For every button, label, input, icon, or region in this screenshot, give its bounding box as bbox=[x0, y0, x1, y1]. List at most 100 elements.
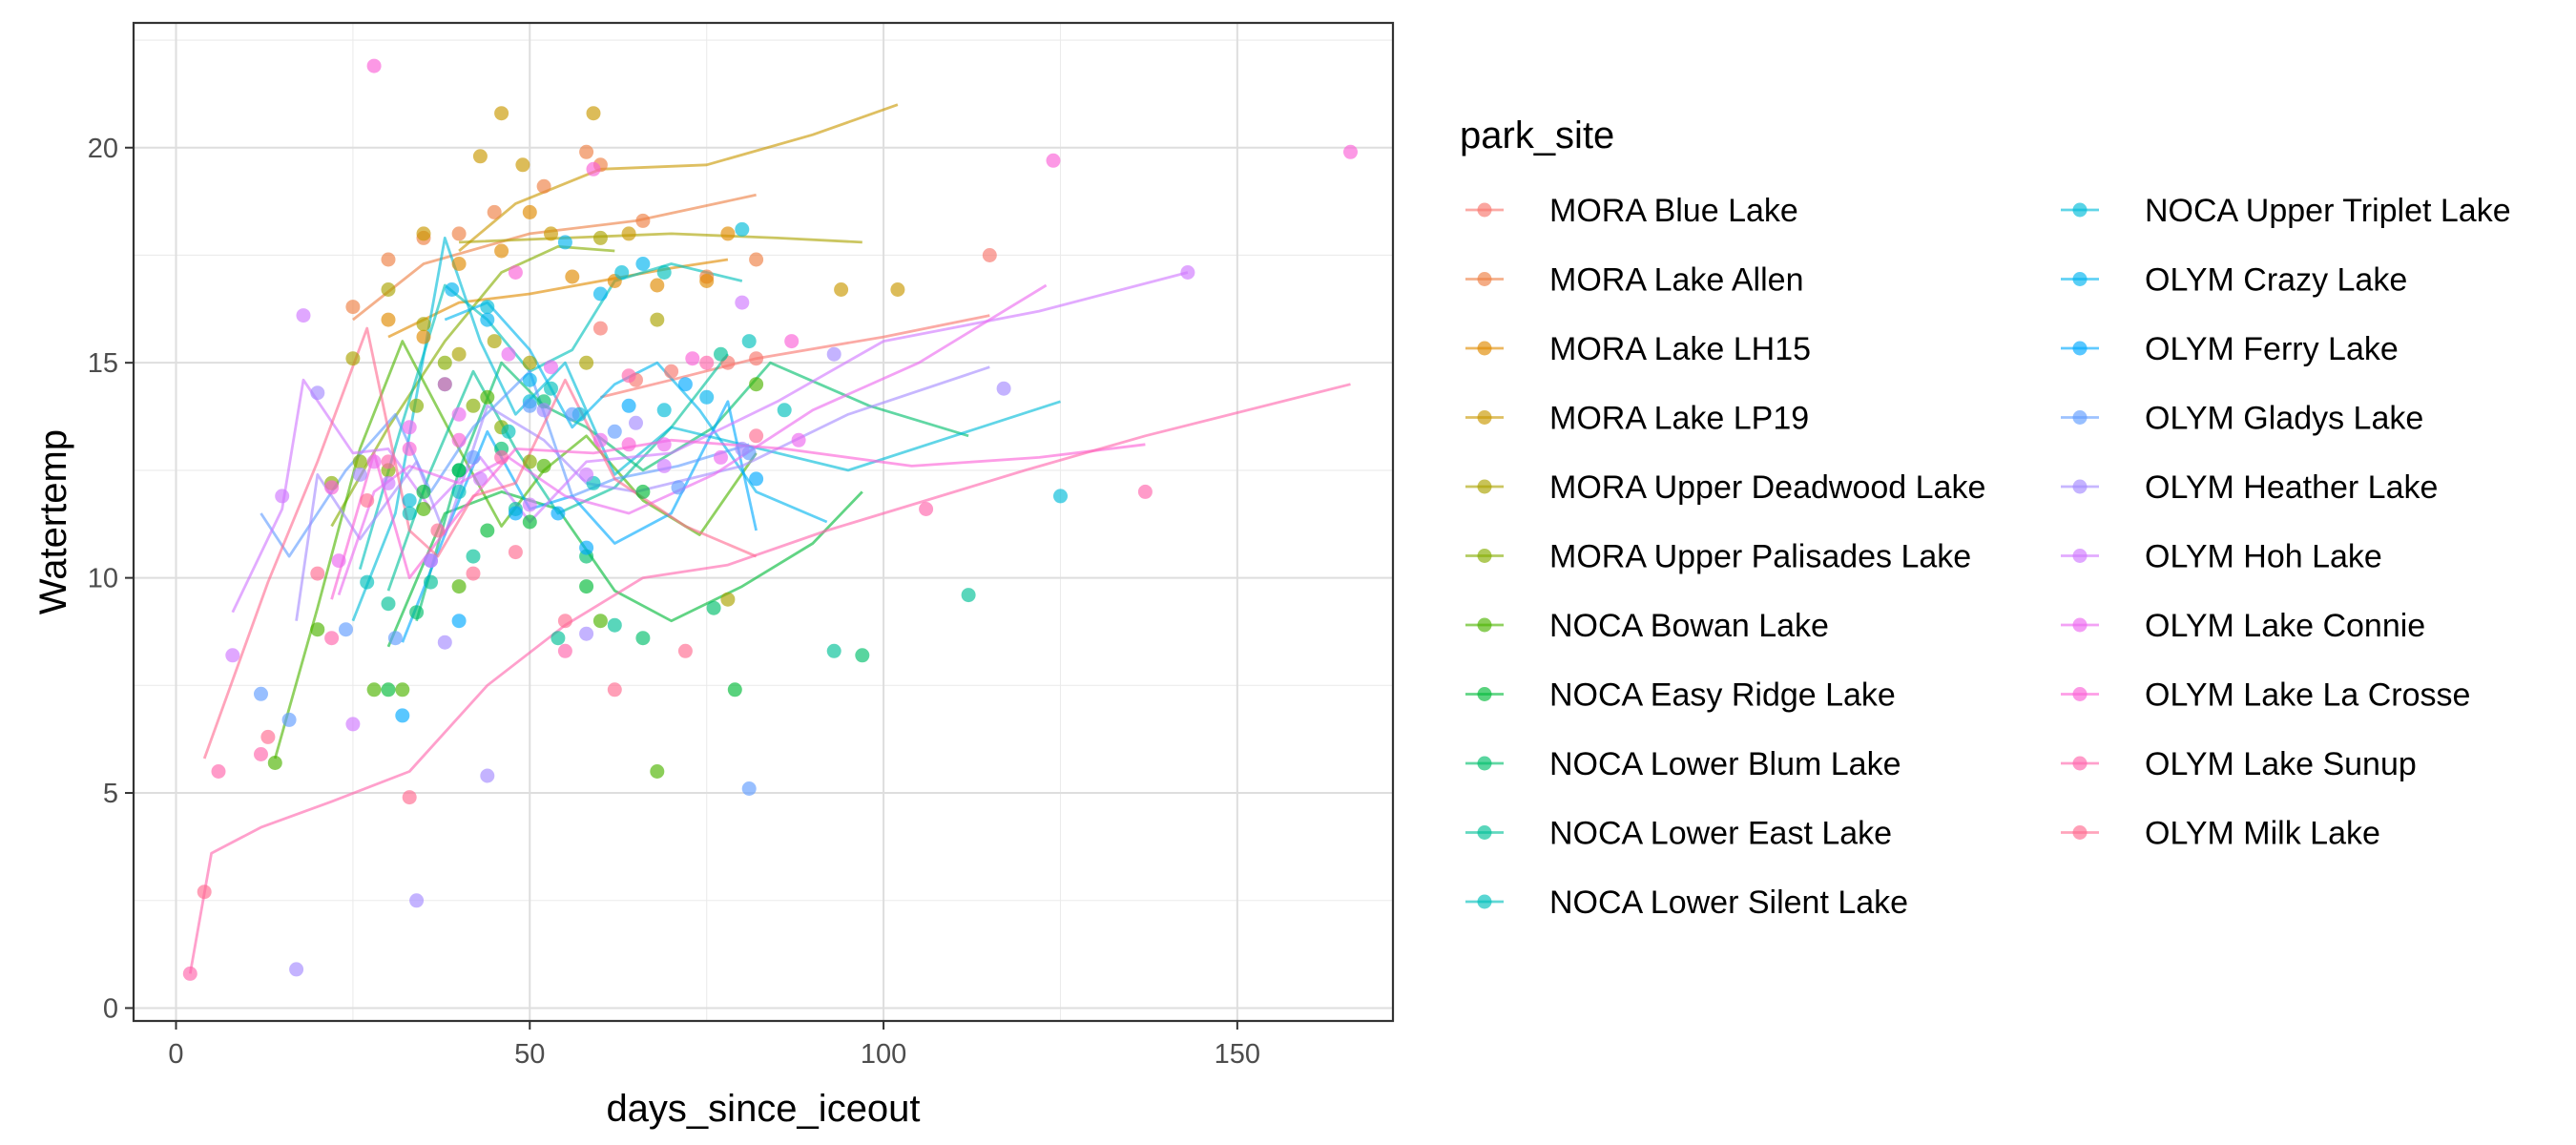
data-point bbox=[557, 235, 572, 250]
legend-label: MORA Blue Lake bbox=[1549, 193, 1798, 229]
data-point bbox=[360, 493, 375, 508]
legend-item: OLYM Milk Lake bbox=[2061, 816, 2380, 852]
data-point bbox=[961, 588, 976, 603]
legend-item: MORA Lake Allen bbox=[1465, 262, 1803, 299]
data-point bbox=[749, 252, 764, 267]
data-point bbox=[480, 300, 495, 315]
legend-key-point bbox=[2072, 272, 2088, 286]
x-axis-title: days_since_iceout bbox=[606, 1088, 920, 1130]
data-point bbox=[381, 312, 396, 327]
x-tick-label: 50 bbox=[514, 1039, 545, 1070]
data-point bbox=[416, 502, 431, 516]
legend-key-point bbox=[1477, 825, 1492, 840]
data-point bbox=[451, 614, 467, 629]
data-point bbox=[508, 545, 523, 560]
legend-items: MORA Blue Lake MORA Lake Allen MORA Lake L… bbox=[1465, 193, 2511, 921]
data-point bbox=[345, 717, 361, 732]
data-point bbox=[310, 385, 325, 401]
data-point bbox=[522, 372, 537, 387]
data-point bbox=[1180, 265, 1195, 280]
data-point bbox=[664, 364, 679, 379]
legend-item: OLYM Heather Lake bbox=[2061, 469, 2438, 506]
data-point bbox=[855, 648, 870, 663]
x-tick-label: 100 bbox=[861, 1039, 906, 1070]
data-point bbox=[360, 574, 375, 590]
legend-item: OLYM Lake La Crosse bbox=[2061, 677, 2470, 714]
x-tick-label: 150 bbox=[1215, 1039, 1260, 1070]
data-point bbox=[211, 764, 226, 779]
data-point bbox=[890, 282, 905, 297]
data-point bbox=[296, 308, 311, 323]
legend-item: OLYM Gladys Lake bbox=[2061, 401, 2423, 437]
legend-label: MORA Lake LP19 bbox=[1549, 401, 1809, 437]
legend-label: OLYM Lake La Crosse bbox=[2145, 677, 2470, 714]
legend-label: OLYM Milk Lake bbox=[2145, 816, 2380, 852]
series-points bbox=[182, 58, 1358, 981]
data-point bbox=[416, 329, 431, 344]
data-point bbox=[508, 506, 523, 521]
data-point bbox=[225, 648, 240, 663]
data-point bbox=[437, 635, 452, 650]
panel-border bbox=[132, 21, 1395, 1023]
data-point bbox=[714, 449, 728, 465]
legend-label: OLYM Crazy Lake bbox=[2145, 262, 2407, 299]
legend-item: MORA Blue Lake bbox=[1465, 193, 1798, 229]
data-point bbox=[536, 403, 551, 418]
data-point bbox=[1046, 153, 1061, 168]
data-point bbox=[656, 265, 672, 280]
data-point bbox=[656, 403, 672, 418]
data-point bbox=[621, 368, 636, 384]
data-point bbox=[345, 351, 361, 366]
data-point bbox=[834, 282, 849, 297]
legend-label: OLYM Gladys Lake bbox=[2145, 401, 2423, 437]
data-point bbox=[536, 178, 551, 194]
data-point bbox=[324, 480, 340, 495]
legend-label: NOCA Easy Ridge Lake bbox=[1549, 677, 1896, 714]
data-point bbox=[437, 377, 452, 392]
data-point bbox=[402, 493, 417, 508]
data-point bbox=[656, 458, 672, 473]
data-point bbox=[395, 682, 410, 697]
data-point bbox=[381, 475, 396, 490]
legend-label: OLYM Ferry Lake bbox=[2145, 331, 2399, 367]
data-point bbox=[1343, 144, 1358, 159]
legend-key-point bbox=[1477, 479, 1492, 494]
data-point bbox=[289, 962, 304, 977]
data-point bbox=[424, 574, 438, 590]
data-point bbox=[522, 355, 537, 370]
data-point bbox=[791, 432, 806, 448]
data-point bbox=[451, 346, 467, 362]
legend-title: park_site bbox=[1460, 114, 1614, 156]
data-point bbox=[480, 768, 495, 783]
data-point bbox=[579, 540, 594, 555]
y-tick-label: 20 bbox=[88, 134, 118, 164]
legend-item: OLYM Lake Sunup bbox=[2061, 746, 2417, 782]
data-point bbox=[260, 729, 276, 744]
data-point bbox=[281, 712, 297, 727]
data-point bbox=[677, 377, 693, 392]
y-axis-title: Watertemp bbox=[32, 429, 74, 614]
legend-label: NOCA Lower Blum Lake bbox=[1549, 746, 1901, 782]
data-point bbox=[275, 489, 290, 504]
y-tick-label: 10 bbox=[88, 564, 118, 594]
data-point bbox=[381, 454, 396, 469]
data-point bbox=[416, 317, 431, 332]
data-point bbox=[741, 781, 757, 796]
data-point bbox=[749, 428, 764, 444]
data-point bbox=[480, 312, 495, 327]
data-point bbox=[402, 441, 417, 456]
data-point bbox=[381, 682, 396, 697]
panel-background bbox=[134, 23, 1393, 1021]
data-point bbox=[557, 614, 572, 629]
data-point bbox=[331, 553, 346, 569]
data-point bbox=[451, 463, 467, 478]
legend-key-point bbox=[1477, 272, 1492, 286]
legend-item: MORA Upper Deadwood Lake bbox=[1465, 469, 1985, 506]
legend-label: NOCA Lower East Lake bbox=[1549, 816, 1892, 852]
data-point bbox=[621, 398, 636, 413]
data-point bbox=[650, 278, 665, 293]
legend-key-point bbox=[1477, 341, 1492, 356]
data-point bbox=[565, 406, 580, 422]
data-point bbox=[592, 286, 608, 302]
